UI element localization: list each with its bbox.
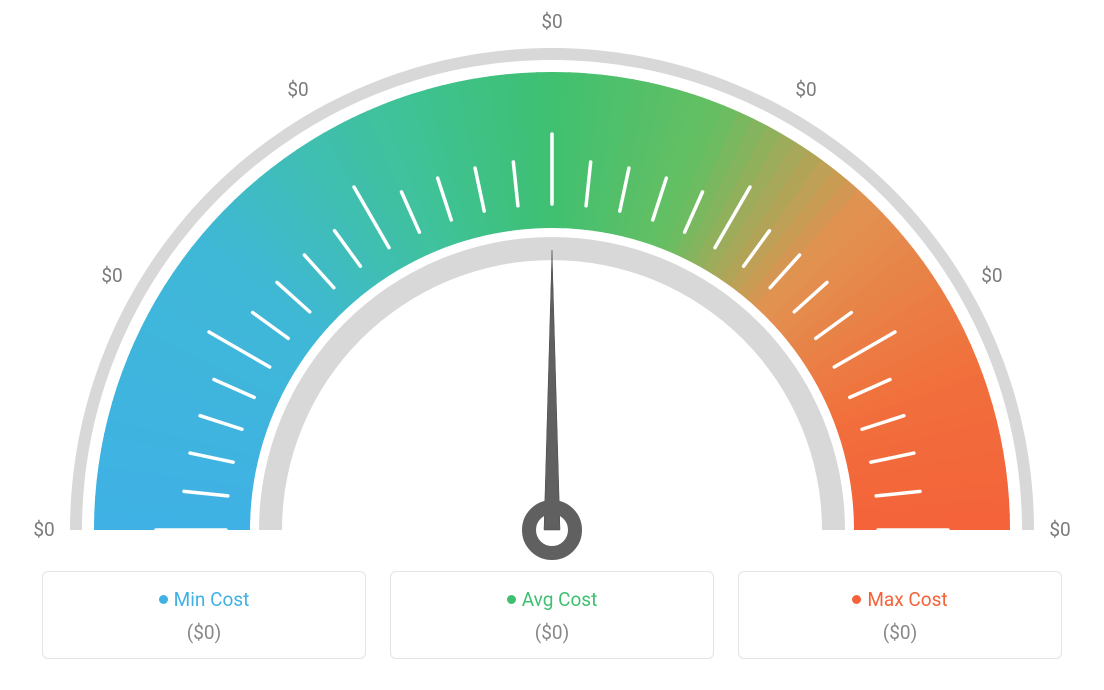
- gauge-tick-label: $0: [33, 518, 54, 541]
- legend-avg-title: Avg Cost: [399, 588, 705, 611]
- gauge-tick-label: $0: [101, 264, 122, 287]
- legend-min-value: ($0): [51, 621, 357, 644]
- legend-avg-value: ($0): [399, 621, 705, 644]
- legend-avg-label: Avg Cost: [522, 588, 598, 611]
- legend-avg-box: Avg Cost ($0): [390, 571, 714, 659]
- legend-min-title: Min Cost: [51, 588, 357, 611]
- legend-min-label: Min Cost: [174, 588, 250, 611]
- legend-max-label: Max Cost: [867, 588, 947, 611]
- gauge-tick-label: $0: [981, 264, 1002, 287]
- gauge-area: $0 $0 $0 $0 $0 $0 $0: [0, 0, 1104, 565]
- legend-avg-dot-icon: [507, 595, 516, 604]
- legend-max-value: ($0): [747, 621, 1053, 644]
- legend-max-title: Max Cost: [747, 588, 1053, 611]
- gauge-tick-label: $0: [287, 78, 308, 101]
- legend-max-dot-icon: [852, 595, 861, 604]
- gauge-svg: $0 $0 $0 $0 $0 $0 $0: [0, 0, 1104, 565]
- legend-max-box: Max Cost ($0): [738, 571, 1062, 659]
- legend-min-box: Min Cost ($0): [42, 571, 366, 659]
- gauge-tick-label: $0: [1049, 518, 1070, 541]
- gauge-tick-label: $0: [795, 78, 816, 101]
- legend-min-dot-icon: [159, 595, 168, 604]
- gauge-tick-label: $0: [541, 10, 562, 33]
- gauge-chart-container: $0 $0 $0 $0 $0 $0 $0 Min Cost ($0) Avg Cost ($…: [0, 0, 1104, 690]
- legend-row: Min Cost ($0) Avg Cost ($0) Max Cost ($0…: [0, 571, 1104, 659]
- gauge-needle: [544, 250, 560, 530]
